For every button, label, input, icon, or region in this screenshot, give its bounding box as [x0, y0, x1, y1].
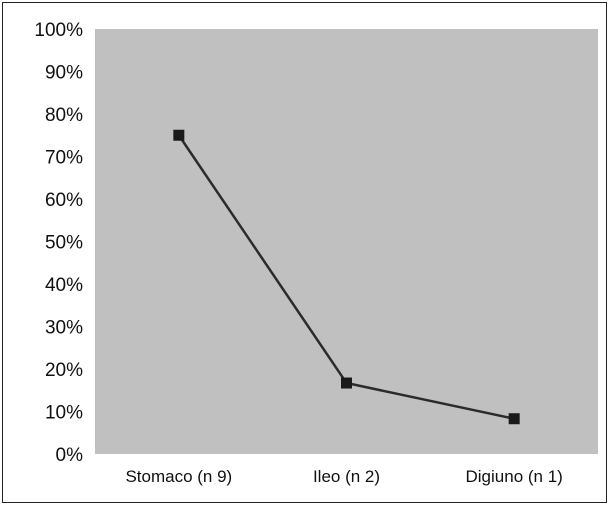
y-tick-label: 60%	[45, 190, 83, 211]
y-tick-label: 40%	[45, 275, 83, 296]
y-tick-label: 100%	[34, 20, 83, 41]
x-axis: Stomaco (n 9) Ileo (n 2) Digiuno (n 1)	[125, 467, 562, 486]
data-point-marker	[173, 129, 185, 141]
plot-area	[95, 29, 598, 454]
y-tick-label: 10%	[45, 403, 83, 424]
data-point-marker	[508, 413, 520, 425]
y-tick-label: 30%	[45, 318, 83, 339]
y-tick-label: 70%	[45, 148, 83, 169]
x-category-label: Ileo (n 2)	[313, 467, 380, 486]
y-tick-label: 50%	[45, 233, 83, 254]
x-category-label: Stomaco (n 9)	[125, 467, 232, 486]
data-point-marker	[341, 377, 352, 389]
y-tick-label: 0%	[56, 445, 84, 466]
y-tick-label: 90%	[45, 63, 83, 84]
series-layer	[173, 129, 520, 425]
y-tick-label: 80%	[45, 105, 83, 126]
y-tick-label: 20%	[45, 360, 83, 381]
x-category-label: Digiuno (n 1)	[466, 467, 563, 486]
y-axis: 0% 10% 20% 30% 40% 50% 60% 70% 80% 90% 100%	[34, 20, 83, 466]
